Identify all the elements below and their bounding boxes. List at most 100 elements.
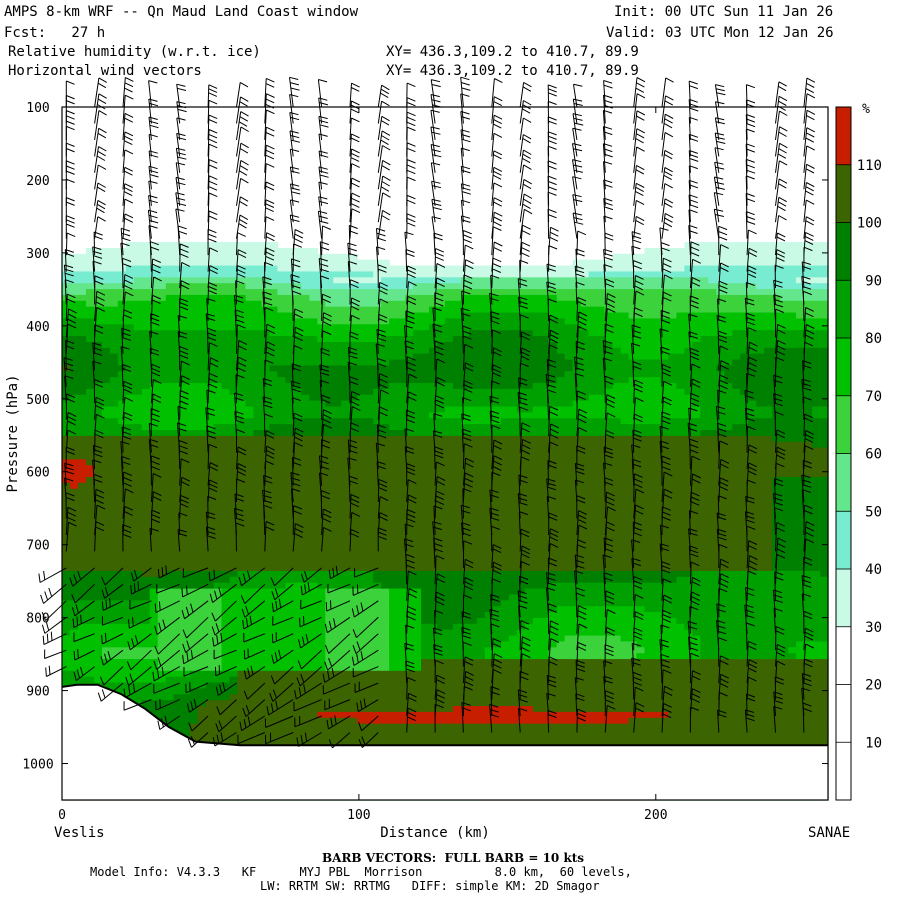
rh-cell [197, 471, 207, 478]
rh-cell [333, 453, 342, 460]
rh-cell [253, 653, 263, 660]
rh-cell [221, 535, 231, 543]
rh-cell [389, 377, 398, 384]
rh-cell [197, 588, 207, 596]
rh-cell [141, 365, 151, 372]
rh-cell [373, 711, 382, 719]
rh-cell [197, 306, 207, 314]
rh-cell [389, 371, 398, 378]
rh-cell [221, 324, 231, 331]
rh-cell [365, 289, 374, 296]
rh-cell [189, 242, 199, 249]
rh-cell [165, 535, 175, 543]
rh-cell [484, 406, 494, 413]
rh-cell [437, 582, 446, 590]
rh-cell [141, 289, 151, 296]
rh-cell [101, 471, 111, 478]
rh-cell [341, 617, 350, 625]
rh-cell [117, 617, 127, 625]
rh-cell [397, 471, 406, 478]
rh-cell [309, 371, 318, 378]
rh-cell [117, 494, 127, 502]
rh-cell [365, 617, 374, 625]
rh-cell [293, 430, 302, 437]
rh-cell [237, 700, 247, 707]
rh-cell [189, 253, 199, 261]
rh-cell [293, 641, 302, 648]
rh-cell [429, 459, 438, 466]
rh-cell [149, 330, 159, 337]
rh-cell [229, 476, 239, 484]
rh-cell [205, 653, 215, 660]
rh-cell [397, 406, 406, 413]
rh-cell [101, 265, 111, 273]
rh-cell [109, 412, 119, 419]
rh-cell [253, 535, 263, 543]
rh-cell [421, 336, 430, 343]
rh-cell [173, 265, 183, 273]
rh-cell [245, 588, 255, 596]
rh-cell [349, 582, 358, 590]
rh-cell [301, 606, 310, 613]
rh-cell [277, 247, 287, 255]
rh-cell [333, 494, 342, 502]
rh-cell [245, 541, 255, 549]
rh-cell [237, 682, 247, 690]
rh-cell [476, 306, 486, 314]
rh-cell [189, 641, 199, 648]
rh-cell [293, 441, 302, 449]
rh-cell [245, 300, 255, 308]
rh-cell [460, 371, 470, 378]
rh-cell [365, 565, 374, 572]
rh-cell [141, 412, 151, 419]
rh-cell [452, 500, 462, 507]
rh-cell [277, 600, 287, 607]
rh-cell [149, 700, 159, 707]
rh-cell [189, 688, 199, 695]
rh-cell [460, 377, 470, 384]
rh-cell [205, 283, 215, 290]
rh-cell [85, 365, 95, 372]
rh-cell [109, 306, 119, 314]
rh-cell [333, 535, 342, 543]
rh-cell [157, 623, 167, 631]
rh-cell [437, 641, 446, 648]
rh-cell [301, 659, 310, 666]
rh-cell [181, 365, 191, 372]
rh-cell [237, 500, 247, 507]
rh-cell [157, 394, 167, 402]
rh-cell [285, 723, 294, 731]
rh-cell [397, 559, 406, 566]
rh-cell [69, 570, 79, 578]
rh-cell [253, 494, 263, 502]
rh-cell [397, 394, 406, 402]
rh-cell [149, 612, 159, 619]
rh-cell [173, 441, 183, 449]
rh-cell [357, 635, 366, 643]
rh-cell [381, 711, 390, 719]
rh-cell [229, 447, 239, 455]
rh-cell [133, 324, 143, 331]
rh-cell [389, 676, 398, 684]
rh-cell [205, 488, 215, 496]
rh-cell [429, 394, 438, 402]
rh-cell [69, 664, 79, 672]
rh-cell [476, 506, 486, 513]
rh-cell [285, 394, 294, 402]
rh-cell [405, 635, 414, 643]
rh-cell [93, 553, 103, 560]
rh-cell [181, 412, 191, 419]
rh-cell [365, 482, 374, 490]
rh-cell [205, 294, 215, 302]
rh-cell [269, 459, 279, 466]
rh-cell [189, 594, 199, 601]
rh-cell [109, 659, 119, 666]
rh-cell [357, 488, 366, 496]
rh-cell [405, 283, 414, 290]
rh-cell [468, 641, 478, 648]
rh-cell [452, 377, 462, 384]
rh-cell [325, 265, 334, 273]
rh-cell [93, 247, 103, 255]
rh-cell [389, 271, 398, 278]
rh-cell [452, 330, 462, 337]
